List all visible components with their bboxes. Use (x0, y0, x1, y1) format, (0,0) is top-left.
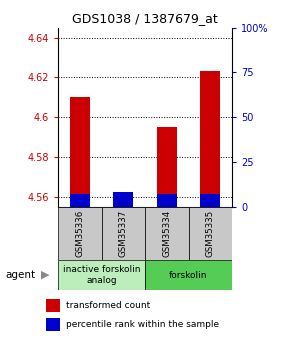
Bar (70, 97, 90, 207)
Text: GSM35337: GSM35337 (119, 210, 128, 257)
Text: GSM35335: GSM35335 (206, 210, 215, 257)
Bar (58, 260, 145, 290)
Bar (113, 192, 133, 207)
Text: GSM35334: GSM35334 (162, 210, 171, 257)
Text: forskolin: forskolin (169, 270, 208, 280)
Bar (200, 71, 220, 207)
Text: ▶: ▶ (41, 270, 49, 280)
Bar (200, 194, 220, 207)
Bar (157, 194, 177, 207)
Text: transformed count: transformed count (66, 301, 150, 310)
Bar (113, 193, 133, 207)
Bar (102, 207, 145, 260)
Text: percentile rank within the sample: percentile rank within the sample (66, 320, 219, 329)
Bar (157, 127, 177, 207)
Bar (46, 318, 60, 331)
Bar (145, 260, 232, 290)
Bar (58, 207, 102, 260)
Bar (46, 299, 60, 312)
Text: GDS1038 / 1387679_at: GDS1038 / 1387679_at (72, 12, 218, 25)
Text: GSM35336: GSM35336 (75, 210, 84, 257)
Bar (70, 194, 90, 207)
Text: agent: agent (6, 270, 36, 280)
Bar (188, 207, 232, 260)
Bar (145, 207, 188, 260)
Text: inactive forskolin
analog: inactive forskolin analog (63, 265, 140, 285)
